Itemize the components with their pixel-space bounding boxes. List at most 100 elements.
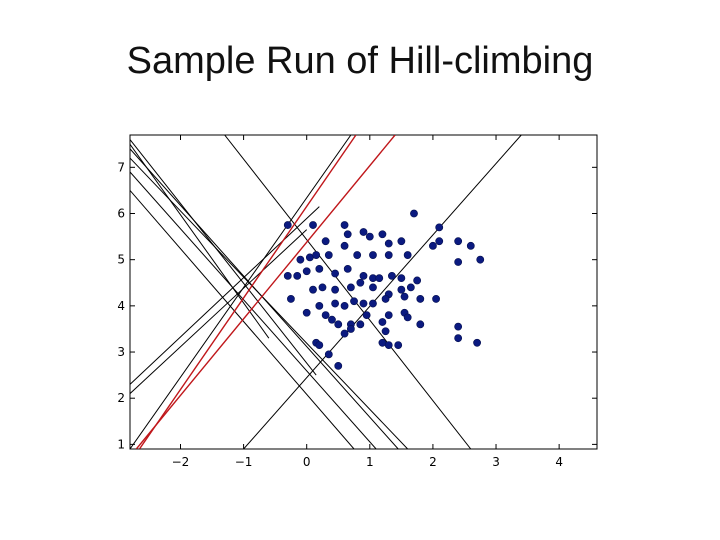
- plot-area: [129, 134, 598, 450]
- data-point: [381, 295, 390, 303]
- separator-line: [130, 139, 317, 376]
- data-point: [302, 267, 311, 276]
- data-point: [350, 297, 358, 306]
- data-point: [384, 341, 393, 350]
- data-point: [340, 241, 349, 250]
- x-tick-label: 1: [366, 455, 374, 469]
- data-point: [369, 251, 377, 259]
- x-tick-label: 0: [303, 455, 311, 469]
- data-point: [384, 311, 393, 319]
- data-point: [321, 311, 330, 319]
- data-point: [454, 237, 463, 246]
- data-point: [315, 265, 324, 273]
- data-point: [454, 334, 463, 343]
- data-point: [353, 251, 362, 259]
- data-point: [403, 251, 412, 259]
- data-point: [334, 361, 343, 370]
- data-point: [309, 221, 317, 229]
- data-point: [432, 295, 440, 303]
- data-points: [283, 209, 485, 370]
- x-tick-label: 3: [492, 455, 500, 469]
- data-point: [343, 265, 352, 273]
- data-point: [346, 325, 355, 333]
- data-point: [328, 315, 336, 324]
- data-point: [476, 255, 485, 264]
- y-tick-label: 7: [117, 160, 125, 174]
- data-point: [369, 283, 377, 292]
- data-point: [315, 341, 324, 350]
- slide-title: Sample Run of Hill-climbing: [126, 40, 594, 82]
- data-point: [315, 301, 324, 310]
- data-point: [362, 311, 371, 319]
- data-point: [331, 269, 340, 278]
- data-point: [466, 241, 475, 250]
- y-tick-label: 5: [117, 253, 125, 267]
- data-point: [324, 350, 333, 359]
- data-point: [397, 237, 406, 246]
- data-point: [397, 274, 406, 283]
- data-point: [331, 299, 340, 308]
- x-tick-label: 2: [429, 455, 437, 469]
- data-point: [312, 251, 321, 259]
- data-point: [309, 285, 317, 294]
- data-point: [296, 255, 305, 264]
- data-point: [346, 283, 355, 292]
- data-point: [318, 283, 327, 292]
- highlight-separator-line: [135, 135, 396, 449]
- separator-line: [243, 135, 522, 449]
- axes: −2 −1 0 1 2 3 4 1 2 3 4 5 6 7: [117, 135, 597, 469]
- x-tick-label: 4: [555, 455, 563, 469]
- data-point: [384, 251, 393, 259]
- data-point: [416, 295, 425, 303]
- data-point: [356, 320, 365, 329]
- y-tick-label: 3: [117, 345, 125, 359]
- data-point: [473, 338, 481, 347]
- data-point: [429, 241, 437, 250]
- data-point: [340, 301, 349, 310]
- data-point: [324, 251, 333, 259]
- data-point: [359, 271, 368, 280]
- data-point: [302, 308, 311, 317]
- y-tick-label: 2: [117, 391, 125, 405]
- data-point: [400, 292, 409, 301]
- data-point: [359, 228, 368, 236]
- separator-line: [130, 143, 270, 339]
- data-point: [435, 223, 444, 232]
- x-tick-label: −1: [235, 455, 253, 469]
- data-point: [394, 341, 403, 350]
- data-point: [340, 221, 349, 229]
- y-tick-label: 1: [117, 437, 125, 451]
- data-point: [410, 209, 418, 218]
- separator-line: [130, 157, 409, 449]
- separator-lines: [130, 135, 522, 449]
- data-point: [375, 274, 384, 283]
- separator-line: [224, 135, 472, 449]
- data-point: [283, 221, 292, 229]
- data-point: [397, 285, 406, 294]
- data-point: [356, 278, 365, 287]
- data-point: [334, 320, 343, 329]
- data-point: [381, 327, 390, 336]
- y-tick-label: 6: [117, 207, 125, 221]
- data-point: [378, 230, 387, 239]
- data-point: [369, 299, 377, 308]
- data-point: [454, 322, 463, 331]
- data-point: [331, 285, 340, 294]
- x-tick-label: −2: [172, 455, 190, 469]
- data-point: [454, 258, 463, 266]
- data-point: [340, 329, 349, 338]
- y-tick-label: 4: [117, 299, 125, 313]
- data-point: [406, 283, 415, 292]
- data-point: [384, 239, 393, 248]
- separator-line: [130, 206, 320, 385]
- data-point: [378, 318, 387, 326]
- data-point: [416, 320, 425, 329]
- separator-line: [130, 171, 377, 449]
- data-point: [403, 313, 412, 322]
- data-point: [359, 299, 368, 308]
- data-point: [321, 237, 330, 246]
- data-point: [283, 271, 292, 280]
- data-point: [287, 295, 295, 303]
- data-point: [365, 232, 374, 241]
- data-point: [413, 276, 422, 285]
